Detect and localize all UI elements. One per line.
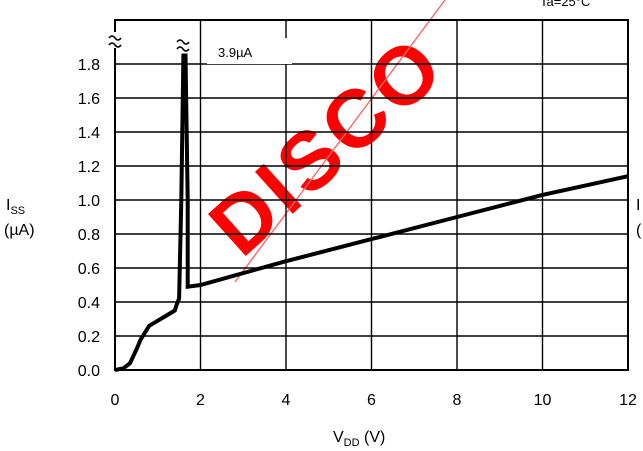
annotation-label: 3.9µA xyxy=(218,45,253,60)
y-tick-label: 0.0 xyxy=(78,363,100,380)
y-axis-label: ISS xyxy=(6,197,25,217)
x-tick-label: 10 xyxy=(534,392,552,409)
y-tick-label: 0.8 xyxy=(78,227,100,244)
y-axis-label-unit: (µA) xyxy=(4,222,35,239)
y-tick-label: 0.2 xyxy=(78,329,100,346)
condition-label: Ta=25°C xyxy=(540,0,590,9)
break-mark xyxy=(176,39,190,45)
y-axis-label-main: I xyxy=(6,197,10,214)
y-tick-label: 1.6 xyxy=(78,91,100,108)
right-label-line1: I xyxy=(636,197,640,214)
break-mark xyxy=(176,46,190,52)
break-mark xyxy=(108,35,122,41)
y-tick-label: 1.4 xyxy=(78,125,100,142)
y-axis-label-sub: SS xyxy=(10,205,25,217)
x-axis-label-unit: (V) xyxy=(360,429,386,446)
x-tick-label: 6 xyxy=(367,392,376,409)
break-mark xyxy=(108,42,122,48)
x-tick-label: 8 xyxy=(453,392,462,409)
watermark-stripe xyxy=(234,0,446,283)
series-line xyxy=(114,53,629,372)
grid xyxy=(115,20,628,370)
x-axis-label-sub: DD xyxy=(344,437,360,449)
y-tick-label: 1.2 xyxy=(78,159,100,176)
annotation-background xyxy=(207,38,292,64)
x-tick-label: 2 xyxy=(196,392,205,409)
y-tick-label: 1.8 xyxy=(78,57,100,74)
x-tick-label: 0 xyxy=(111,392,120,409)
right-label-line2: ( xyxy=(636,222,642,239)
plot-frame xyxy=(114,19,629,371)
y-tick-label: 1.0 xyxy=(78,193,100,210)
axis-break-marks xyxy=(108,32,190,52)
x-axis-label-main: V xyxy=(333,429,344,446)
x-tick-label: 12 xyxy=(619,392,637,409)
series-group xyxy=(114,53,629,372)
x-axis-label: VDD (V) xyxy=(333,429,385,449)
x-tick-label: 4 xyxy=(282,392,291,409)
y-tick-labels: 0.0 0.2 0.4 0.6 0.8 1.0 1.2 1.4 1.6 1.8 xyxy=(78,57,100,380)
x-tick-labels: 0 2 4 6 8 10 12 xyxy=(111,392,637,409)
y-tick-label: 0.6 xyxy=(78,261,100,278)
y-tick-label: 0.4 xyxy=(78,295,100,312)
